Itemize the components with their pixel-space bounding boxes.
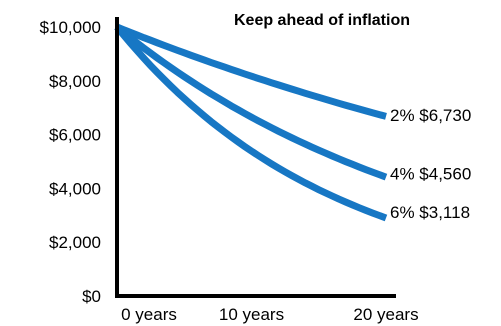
x-tick-label: 20 years: [353, 305, 418, 324]
x-axis-tick-labels: 0 years 10 years 20 years: [121, 305, 418, 324]
y-tick-label: $8,000: [49, 72, 101, 91]
y-axis-tick-labels: $0 $2,000 $4,000 $6,000 $8,000 $10,000: [40, 18, 101, 306]
x-tick-label: 0 years: [121, 305, 177, 324]
y-tick-label: $4,000: [49, 179, 101, 198]
y-tick-label: $0: [82, 287, 101, 306]
series-line: [114, 24, 388, 181]
series-line: [115, 23, 387, 120]
y-tick-label: $6,000: [49, 126, 101, 145]
y-tick-label: $10,000: [40, 18, 101, 37]
y-tick-label: $2,000: [49, 233, 101, 252]
series-end-label: 4% $4,560: [390, 164, 471, 183]
series-line: [114, 24, 388, 222]
x-tick-label: 10 years: [219, 305, 284, 324]
series-end-label: 6% $3,118: [390, 203, 470, 222]
series-end-label: 2% $6,730: [390, 106, 471, 125]
chart-title: Keep ahead of inflation: [234, 12, 410, 29]
series-group: 2% $6,730 4% $4,560 6% $3,118: [114, 23, 471, 222]
